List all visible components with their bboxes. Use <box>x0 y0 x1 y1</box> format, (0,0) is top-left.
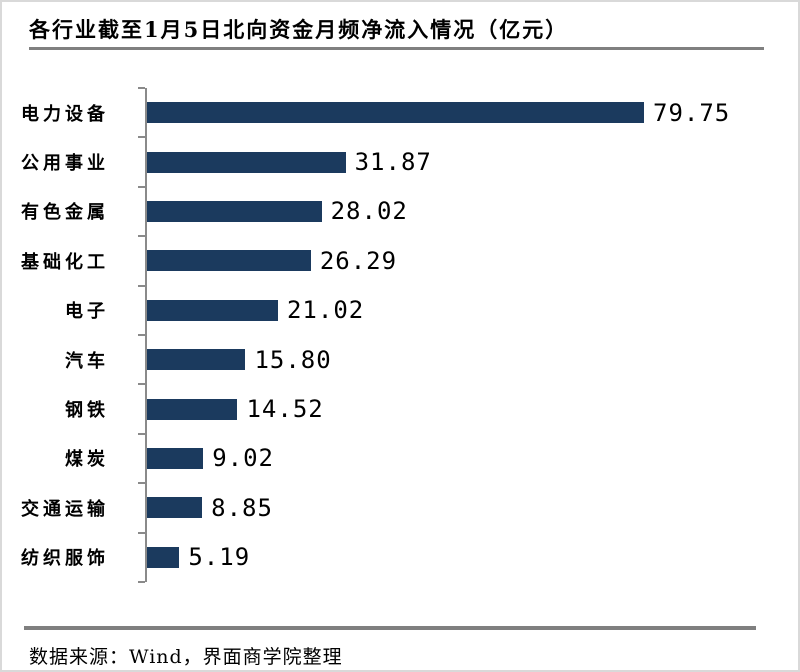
chart-row: 交通运输 8.85 <box>2 482 798 533</box>
category-label: 纺织服饰 <box>21 548 109 570</box>
bar-track: 26.29 <box>138 235 798 286</box>
bar <box>147 349 246 371</box>
chart-row: 电子 21.02 <box>2 284 798 335</box>
value-label: 79.75 <box>653 98 731 127</box>
value-label: 21.02 <box>286 296 365 325</box>
category-label: 煤炭 <box>65 449 109 471</box>
bar <box>147 200 322 222</box>
chart-row: 汽车 15.80 <box>2 333 798 385</box>
category-label: 交通运输 <box>21 498 109 520</box>
bar-track: 8.85 <box>138 482 798 533</box>
value-label: 28.02 <box>330 197 408 226</box>
category-label: 钢铁 <box>65 400 109 422</box>
value-label: 15.80 <box>254 345 332 374</box>
title-underline <box>29 47 764 50</box>
value-label: 26.29 <box>319 246 398 275</box>
value-label: 8.85 <box>211 493 273 522</box>
value-label: 31.87 <box>354 148 432 177</box>
bar-track: 5.19 <box>138 531 798 584</box>
bar-track: 28.02 <box>138 185 798 237</box>
bar <box>147 447 204 469</box>
bar <box>147 398 238 420</box>
bar <box>147 151 346 173</box>
chart-row: 电力设备 79.75 <box>2 86 798 138</box>
data-source-note: 数据来源：Wind，界面商学院整理 <box>29 645 343 668</box>
value-label: 5.19 <box>188 543 251 572</box>
bar-track: 79.75 <box>138 86 798 138</box>
chart-row: 煤炭 9.02 <box>2 432 798 484</box>
category-label: 汽车 <box>65 350 109 372</box>
bar-track: 21.02 <box>138 284 798 335</box>
footer-divider <box>24 625 756 630</box>
chart-row: 有色金属 28.02 <box>2 185 798 237</box>
category-label: 有色金属 <box>21 202 109 224</box>
bar <box>147 546 180 568</box>
category-label: 电子 <box>65 301 109 323</box>
bar-track: 14.52 <box>138 383 798 434</box>
category-label: 基础化工 <box>21 251 109 273</box>
chart-row: 钢铁 14.52 <box>2 383 798 434</box>
bar-track: 31.87 <box>138 136 798 187</box>
chart-row: 纺织服饰 5.19 <box>2 531 798 584</box>
bar-track: 15.80 <box>138 333 798 385</box>
category-label: 公用事业 <box>21 153 109 175</box>
bar <box>147 102 644 124</box>
value-label: 9.02 <box>212 444 274 473</box>
chart-title: 各行业截至1月5日北向资金月频净流入情况（亿元） <box>29 17 569 42</box>
bar-chart: 电力设备 79.75 公用事业 31.87 有色金属 28.02 基础化工 26.29 电子 21… <box>2 86 798 584</box>
chart-row: 公用事业 31.87 <box>2 136 798 187</box>
bar <box>147 299 278 321</box>
value-label: 14.52 <box>246 395 324 424</box>
category-label: 电力设备 <box>21 103 109 125</box>
bar <box>147 497 203 519</box>
bar <box>147 250 311 272</box>
bar-track: 9.02 <box>138 432 798 484</box>
chart-row: 基础化工 26.29 <box>2 235 798 286</box>
